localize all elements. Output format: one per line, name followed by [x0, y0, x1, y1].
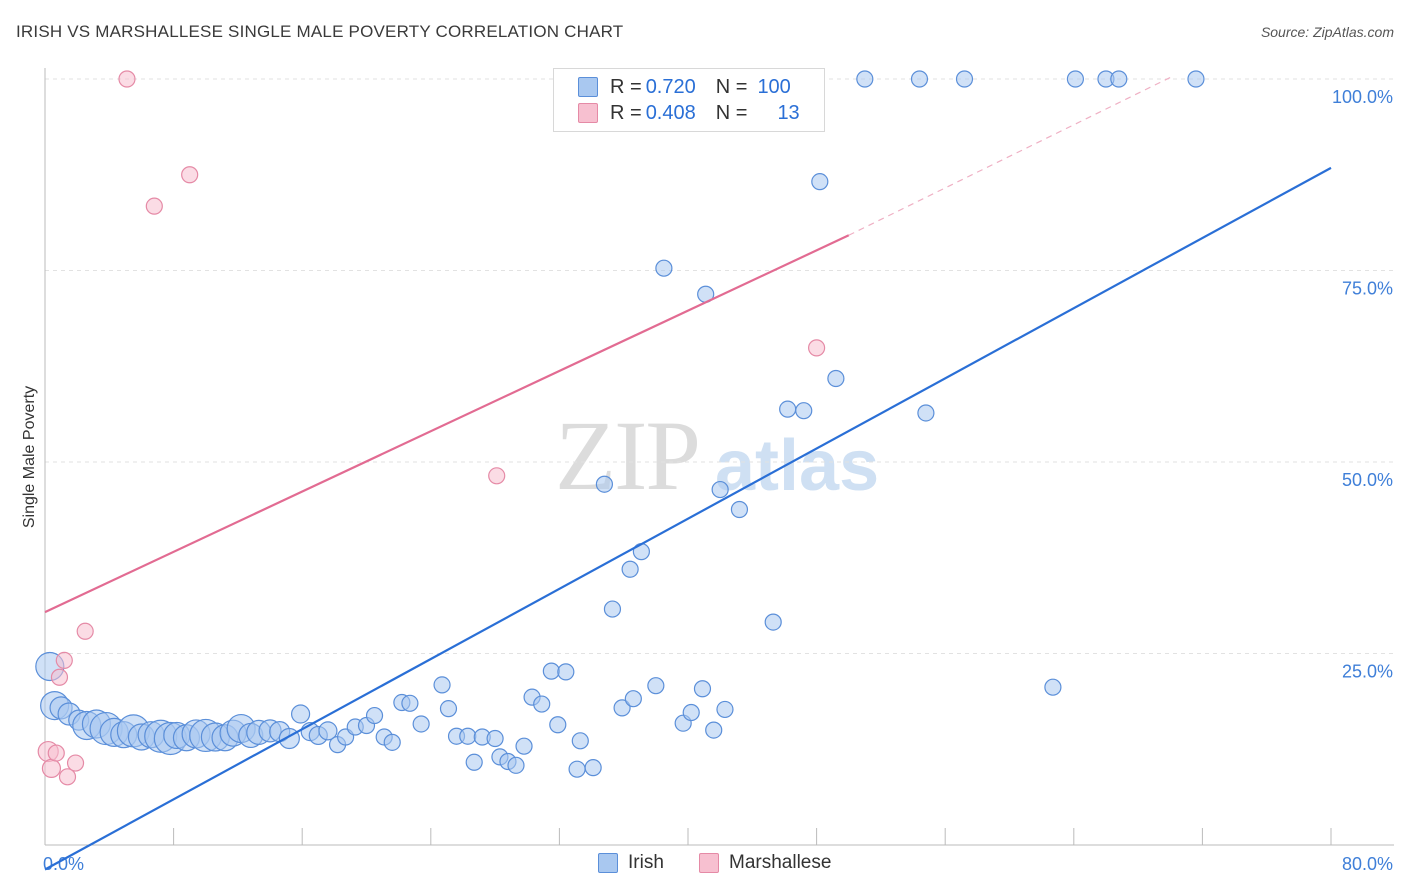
irish-point [439, 700, 458, 718]
x-tick-label-min: 0.0% [43, 854, 84, 874]
irish-point [533, 695, 551, 713]
irish-point [795, 402, 813, 420]
irish-point [917, 404, 935, 422]
marshallese-point [807, 339, 826, 357]
y-tick-label: 100.0% [1332, 87, 1393, 107]
legend-item-marshallese: Marshallese [699, 852, 831, 874]
irish-point [811, 173, 829, 191]
watermark-zip: ZIP [555, 400, 701, 511]
marshallese-swatch [578, 103, 598, 123]
irish-point [1110, 70, 1128, 88]
marshallese-point [55, 651, 73, 669]
irish-point [542, 662, 560, 680]
chart-title: IRISH VS MARSHALLESE SINGLE MALE POVERTY… [16, 22, 624, 41]
irish-trend-line [44, 166, 1332, 871]
legend-item-irish: Irish [598, 852, 664, 874]
irish-swatch [578, 77, 598, 97]
marshallese-point [145, 197, 163, 215]
legend-row-irish: R = 0.720 N = 100 [578, 74, 791, 100]
legend-r-value: 0.408 [645, 101, 696, 124]
irish-point [595, 475, 614, 493]
irish-swatch [598, 853, 618, 873]
irish-point [856, 70, 874, 88]
irish-point [365, 706, 384, 725]
irish-point [730, 500, 749, 519]
legend-r-label: R = [610, 101, 642, 124]
x-tick-label-max: 80.0% [1342, 854, 1393, 874]
marshallese-point [66, 754, 85, 772]
marshallese-point [118, 70, 136, 88]
marshallese-point [58, 768, 77, 786]
irish-point [705, 721, 723, 739]
marshallese-point [50, 668, 69, 686]
irish-point [433, 676, 451, 694]
irish-point [955, 70, 974, 88]
irish-point [1066, 70, 1085, 88]
source-credit: Source: ZipAtlas.com [1260, 24, 1394, 40]
irish-point [693, 680, 712, 698]
irish-point [290, 704, 311, 724]
irish-point [571, 732, 589, 750]
irish-point [557, 663, 575, 681]
irish-point [584, 759, 602, 777]
irish-point [779, 400, 797, 418]
irish-point [603, 600, 622, 618]
irish-point [515, 737, 533, 755]
irish-point [655, 259, 673, 277]
marshallese-point [41, 758, 62, 779]
irish-point [318, 721, 338, 741]
irish-point [613, 699, 631, 717]
y-tick-label: 50.0% [1342, 470, 1393, 490]
irish-point [412, 715, 430, 733]
irish-point [1187, 70, 1205, 88]
irish-point [624, 690, 642, 708]
irish-point [459, 727, 477, 745]
legend-label-marshallese: Marshallese [729, 852, 832, 873]
irish-point [486, 729, 504, 748]
marshallese-swatch [699, 853, 719, 873]
marshallese-trend-line [44, 234, 850, 614]
irish-point [621, 560, 639, 578]
marshallese-point [488, 467, 506, 485]
irish-point [682, 703, 700, 722]
irish-point [465, 753, 483, 771]
legend-r-value: 0.720 [645, 75, 696, 98]
legend-row-marshallese: R = 0.408 N = 13 [578, 100, 800, 126]
marshallese-point [76, 622, 94, 640]
legend-n-label: N = [715, 75, 748, 98]
irish-point [507, 756, 525, 774]
irish-point [827, 369, 845, 388]
irish-point [910, 70, 929, 88]
legend-n-value: 100 [757, 75, 791, 98]
series-legend: Irish Marshallese [0, 852, 1406, 878]
irish-point [568, 760, 586, 778]
irish-point [764, 613, 782, 631]
irish-point [383, 733, 401, 751]
irish-point [401, 694, 419, 712]
correlation-legend: R = 0.720 N = 100 R = 0.408 N = 13 [553, 68, 825, 132]
irish-point [711, 480, 729, 499]
legend-label-irish: Irish [628, 852, 664, 873]
irish-point [716, 700, 734, 719]
marshallese-trend-extension [848, 76, 1171, 236]
legend-n-value: 13 [777, 101, 800, 124]
marshallese-point [47, 744, 65, 762]
legend-n-label: N = [715, 101, 748, 124]
irish-point [1044, 678, 1062, 696]
irish-point [647, 677, 665, 695]
y-tick-label: 75.0% [1342, 279, 1393, 299]
marshallese-point [181, 166, 199, 184]
y-tick-label: 25.0% [1342, 662, 1393, 682]
legend-r-label: R = [610, 75, 642, 98]
watermark-atlas: atlas [715, 426, 880, 506]
irish-point [549, 716, 567, 734]
